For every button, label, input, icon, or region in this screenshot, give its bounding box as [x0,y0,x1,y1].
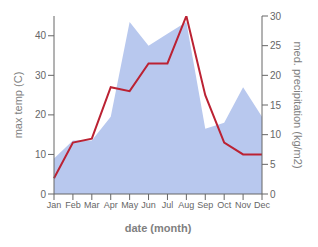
svg-text:date (month): date (month) [125,222,192,234]
svg-text:Aug: Aug [178,200,194,210]
svg-text:Oct: Oct [217,200,232,210]
svg-text:25: 25 [270,40,282,51]
svg-text:max temp (C): max temp (C) [12,72,24,139]
svg-text:Feb: Feb [65,200,81,210]
svg-text:Jun: Jun [141,200,156,210]
svg-text:Apr: Apr [104,200,118,210]
svg-text:May: May [121,200,139,210]
svg-text:Nov: Nov [235,200,252,210]
svg-text:Sep: Sep [197,200,213,210]
svg-text:30: 30 [270,11,282,22]
svg-text:Jan: Jan [47,200,62,210]
svg-text:Jul: Jul [162,200,174,210]
svg-text:Dec: Dec [254,200,271,210]
svg-text:10: 10 [35,149,47,160]
svg-text:40: 40 [35,30,47,41]
svg-text:0: 0 [270,189,276,200]
svg-text:30: 30 [35,70,47,81]
svg-text:5: 5 [270,159,276,170]
svg-text:0: 0 [40,189,46,200]
svg-text:Mar: Mar [84,200,100,210]
svg-text:20: 20 [35,109,47,120]
svg-text:10: 10 [270,129,282,140]
svg-text:15: 15 [270,100,282,111]
svg-text:20: 20 [270,70,282,81]
svg-text:med. precipitation (kg/m2): med. precipitation (kg/m2) [292,41,304,168]
